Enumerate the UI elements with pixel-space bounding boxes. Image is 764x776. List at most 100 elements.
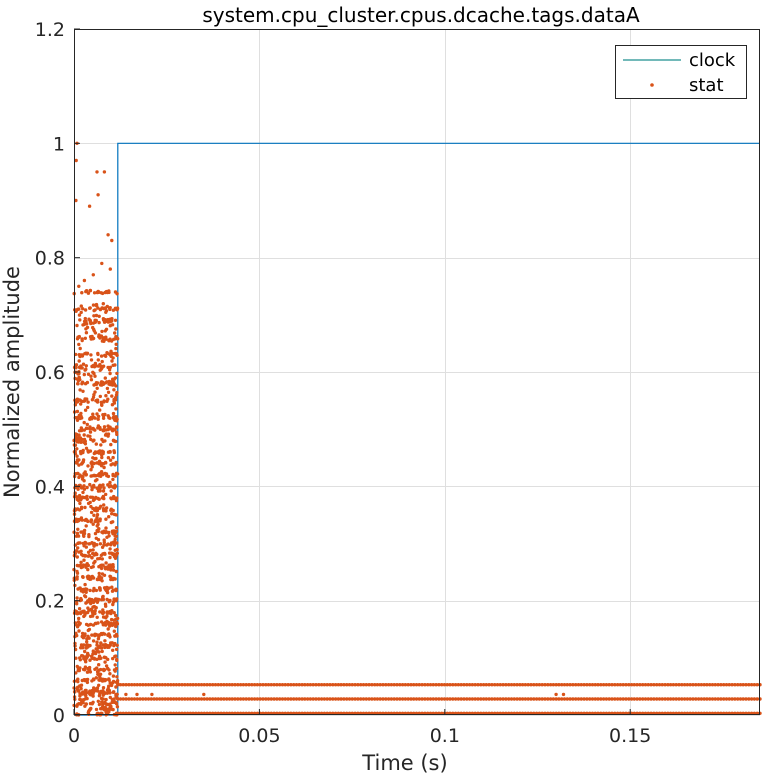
stat-point (132, 697, 137, 701)
stat-point (392, 683, 396, 687)
stat-point (328, 697, 332, 701)
stat-point (102, 551, 107, 556)
stat-point (110, 512, 114, 516)
stat-point (395, 697, 399, 701)
stat-point (493, 697, 497, 701)
stat-point (96, 414, 101, 419)
stat-point (624, 683, 628, 687)
stat-point (356, 697, 360, 701)
stat-point (562, 697, 567, 701)
stat-point (106, 707, 110, 711)
stat-point (77, 493, 82, 498)
stat-point (596, 697, 600, 701)
stat-point (95, 398, 100, 402)
stat-point (107, 677, 111, 681)
stat-point (152, 697, 156, 701)
stat-point (114, 407, 118, 411)
stat-point (292, 683, 296, 687)
stat-point (111, 577, 115, 582)
stat-point (94, 588, 99, 593)
y-tick-label: 1.2 (35, 19, 65, 41)
stat-point (300, 683, 304, 687)
stat-point (83, 368, 87, 372)
stat-point (641, 697, 645, 701)
stat-point (77, 668, 82, 673)
stat-point (104, 327, 109, 331)
stat-point (180, 697, 184, 701)
stat-point (101, 689, 105, 693)
stat-point (403, 683, 408, 687)
stat-point (638, 697, 642, 701)
stat-point (699, 683, 704, 687)
stat-point (668, 697, 673, 701)
stat-point (437, 683, 441, 687)
stat-point (94, 707, 99, 712)
stat-point (109, 704, 113, 709)
stat-point (76, 518, 80, 523)
stat-point (102, 428, 106, 432)
stat-point (95, 518, 100, 523)
stat-point (579, 683, 583, 687)
stat-point (613, 697, 617, 701)
stat-point (638, 683, 642, 687)
stat-point (101, 597, 106, 602)
stat-point (663, 683, 667, 687)
stat-point (79, 304, 84, 308)
stat-point (80, 495, 85, 499)
stat-point (557, 697, 561, 701)
stat-point (77, 541, 81, 545)
stat-point (105, 535, 109, 539)
stat-point (593, 697, 597, 701)
stat-point (105, 611, 109, 615)
stat-point (94, 536, 99, 540)
stat-point (81, 636, 86, 640)
stat-point (81, 490, 85, 495)
stat-point (98, 408, 102, 412)
stat-point (109, 339, 114, 343)
stat-point (546, 683, 550, 687)
stat-point (105, 386, 110, 391)
stat-point (114, 624, 118, 629)
stat-point (266, 697, 271, 701)
stat-point (89, 518, 93, 523)
stat-point (292, 697, 296, 701)
stat-point (177, 683, 181, 687)
stat-point (104, 335, 108, 339)
stat-point (114, 334, 118, 339)
stat-point (111, 690, 116, 694)
y-tick-label: 0.4 (35, 476, 65, 498)
stat-point (106, 434, 110, 438)
stat-point (86, 400, 90, 404)
stat-point (420, 697, 424, 701)
stat-point (523, 697, 528, 701)
stat-point (574, 697, 578, 701)
stat-point (115, 371, 119, 376)
stat-point (361, 683, 366, 687)
stat-point (106, 687, 110, 691)
stat-point (111, 462, 115, 466)
stat-point (227, 697, 232, 701)
stat-point (104, 604, 108, 608)
stat-point (512, 683, 516, 687)
stat-point (76, 372, 80, 376)
stat-point (96, 352, 100, 357)
stat-point (487, 683, 491, 687)
stat-point (103, 660, 107, 664)
stat-point (94, 495, 98, 500)
stat-point (188, 697, 193, 701)
stat-point (73, 493, 77, 498)
stat-point (680, 683, 684, 687)
x-tick-label: 0.05 (238, 725, 280, 747)
stat-point (571, 683, 575, 687)
stat-point (130, 683, 134, 687)
stat-point (448, 683, 452, 687)
stat-point (88, 482, 92, 487)
stat-point (124, 683, 128, 687)
stat-point (127, 683, 131, 687)
stat-point (85, 325, 90, 330)
stat-point (269, 697, 273, 701)
stat-point (90, 633, 94, 637)
stat-point (82, 558, 86, 562)
stat-point (562, 683, 567, 687)
stat-point (82, 437, 87, 442)
